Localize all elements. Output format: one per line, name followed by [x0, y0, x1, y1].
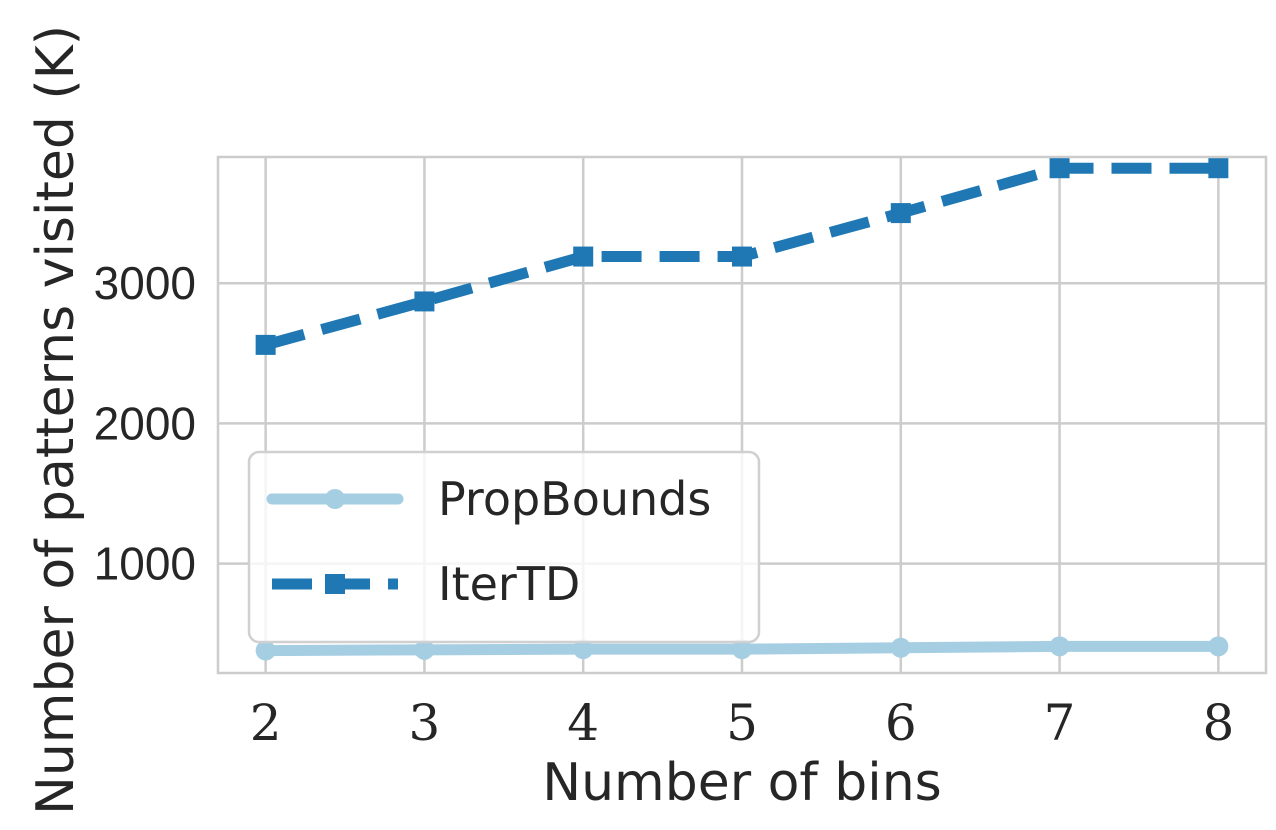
x-tick-label: 3	[409, 694, 441, 752]
series-layer	[255, 158, 1229, 661]
y-tick-label: 2000	[94, 397, 196, 449]
y-tick-labels: 1000 2000 3000	[94, 257, 196, 589]
data-point	[890, 203, 911, 224]
y-tick-label: 1000	[94, 538, 196, 590]
legend-label: IterTD	[438, 557, 580, 611]
series-propbounds	[255, 636, 1229, 661]
legend-marker	[325, 574, 345, 594]
x-tick-label: 8	[1202, 694, 1234, 752]
legend-marker	[325, 489, 345, 509]
x-axis-label: Number of bins	[542, 753, 942, 813]
data-point	[1049, 636, 1070, 657]
data-point	[255, 640, 276, 661]
legend-item: PropBounds	[266, 472, 711, 526]
grid-lines	[218, 157, 1266, 673]
data-point	[573, 639, 594, 660]
x-tick-label: 5	[726, 694, 758, 752]
y-tick-label: 3000	[94, 257, 196, 309]
data-point	[732, 246, 752, 267]
data-point	[1208, 158, 1229, 179]
x-tick-labels: 2 3 4 5 6 7 8	[250, 694, 1235, 752]
x-tick-label: 7	[1044, 694, 1076, 752]
data-point	[1049, 158, 1070, 179]
legend: PropBounds IterTD	[247, 450, 761, 644]
plot-area-frame	[216, 155, 1268, 675]
data-point	[414, 291, 435, 312]
y-axis-label: Number of patterns visited (K)	[26, 25, 86, 815]
x-tick-label: 4	[567, 694, 599, 752]
data-point	[414, 639, 435, 660]
data-point	[732, 639, 752, 660]
x-tick-label: 6	[885, 694, 917, 752]
legend-label: PropBounds	[438, 472, 711, 526]
data-point	[573, 246, 594, 267]
data-point	[890, 637, 911, 658]
data-point	[255, 334, 276, 355]
legend-item: IterTD	[272, 557, 580, 611]
data-point	[1208, 636, 1229, 657]
series-itertd	[255, 158, 1229, 355]
x-tick-label: 2	[250, 694, 282, 752]
